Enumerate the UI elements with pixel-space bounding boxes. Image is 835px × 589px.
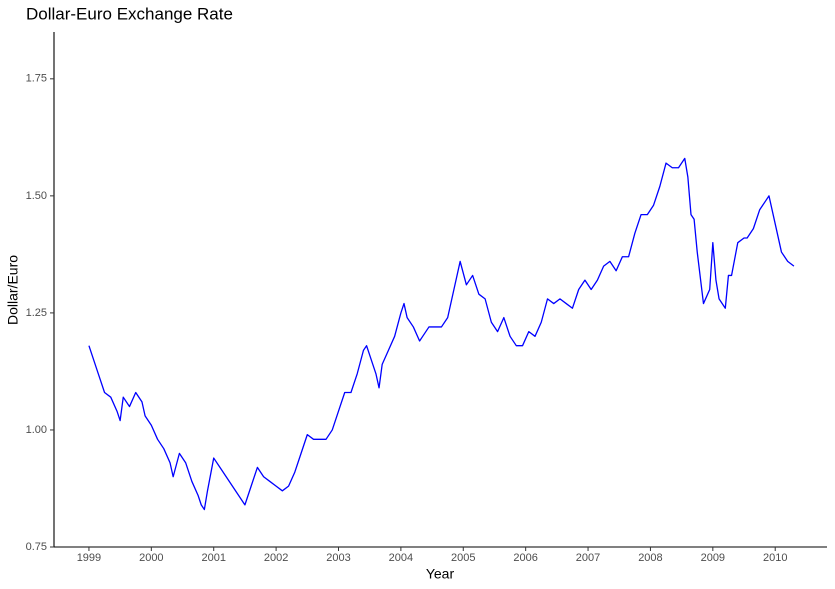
- x-tick-label: 2007: [576, 552, 600, 564]
- y-tick-label: 1.50: [26, 190, 47, 202]
- x-tick-label: 2005: [451, 552, 475, 564]
- data-line: [88, 157, 795, 511]
- y-axis-title: Dollar/Euro: [5, 255, 21, 325]
- x-axis-title: Year: [426, 566, 455, 582]
- chart-title: Dollar-Euro Exchange Rate: [26, 4, 233, 23]
- x-tick-label: 2010: [763, 552, 787, 564]
- x-tick-label: 2004: [389, 552, 413, 564]
- x-tick-label: 2008: [638, 552, 662, 564]
- x-tick-label: 2001: [201, 552, 225, 564]
- x-tick-label: 2003: [326, 552, 350, 564]
- y-tick-label: 1.00: [26, 424, 47, 436]
- y-tick-label: 1.25: [26, 307, 47, 319]
- y-tick-label: 0.75: [26, 541, 47, 553]
- x-tick-label: 2002: [264, 552, 288, 564]
- x-tick-label: 2006: [513, 552, 537, 564]
- x-tick-label: 1999: [77, 552, 101, 564]
- y-tick-label: 1.75: [26, 73, 47, 85]
- x-tick-label: 2000: [139, 552, 163, 564]
- x-tick-label: 2009: [701, 552, 725, 564]
